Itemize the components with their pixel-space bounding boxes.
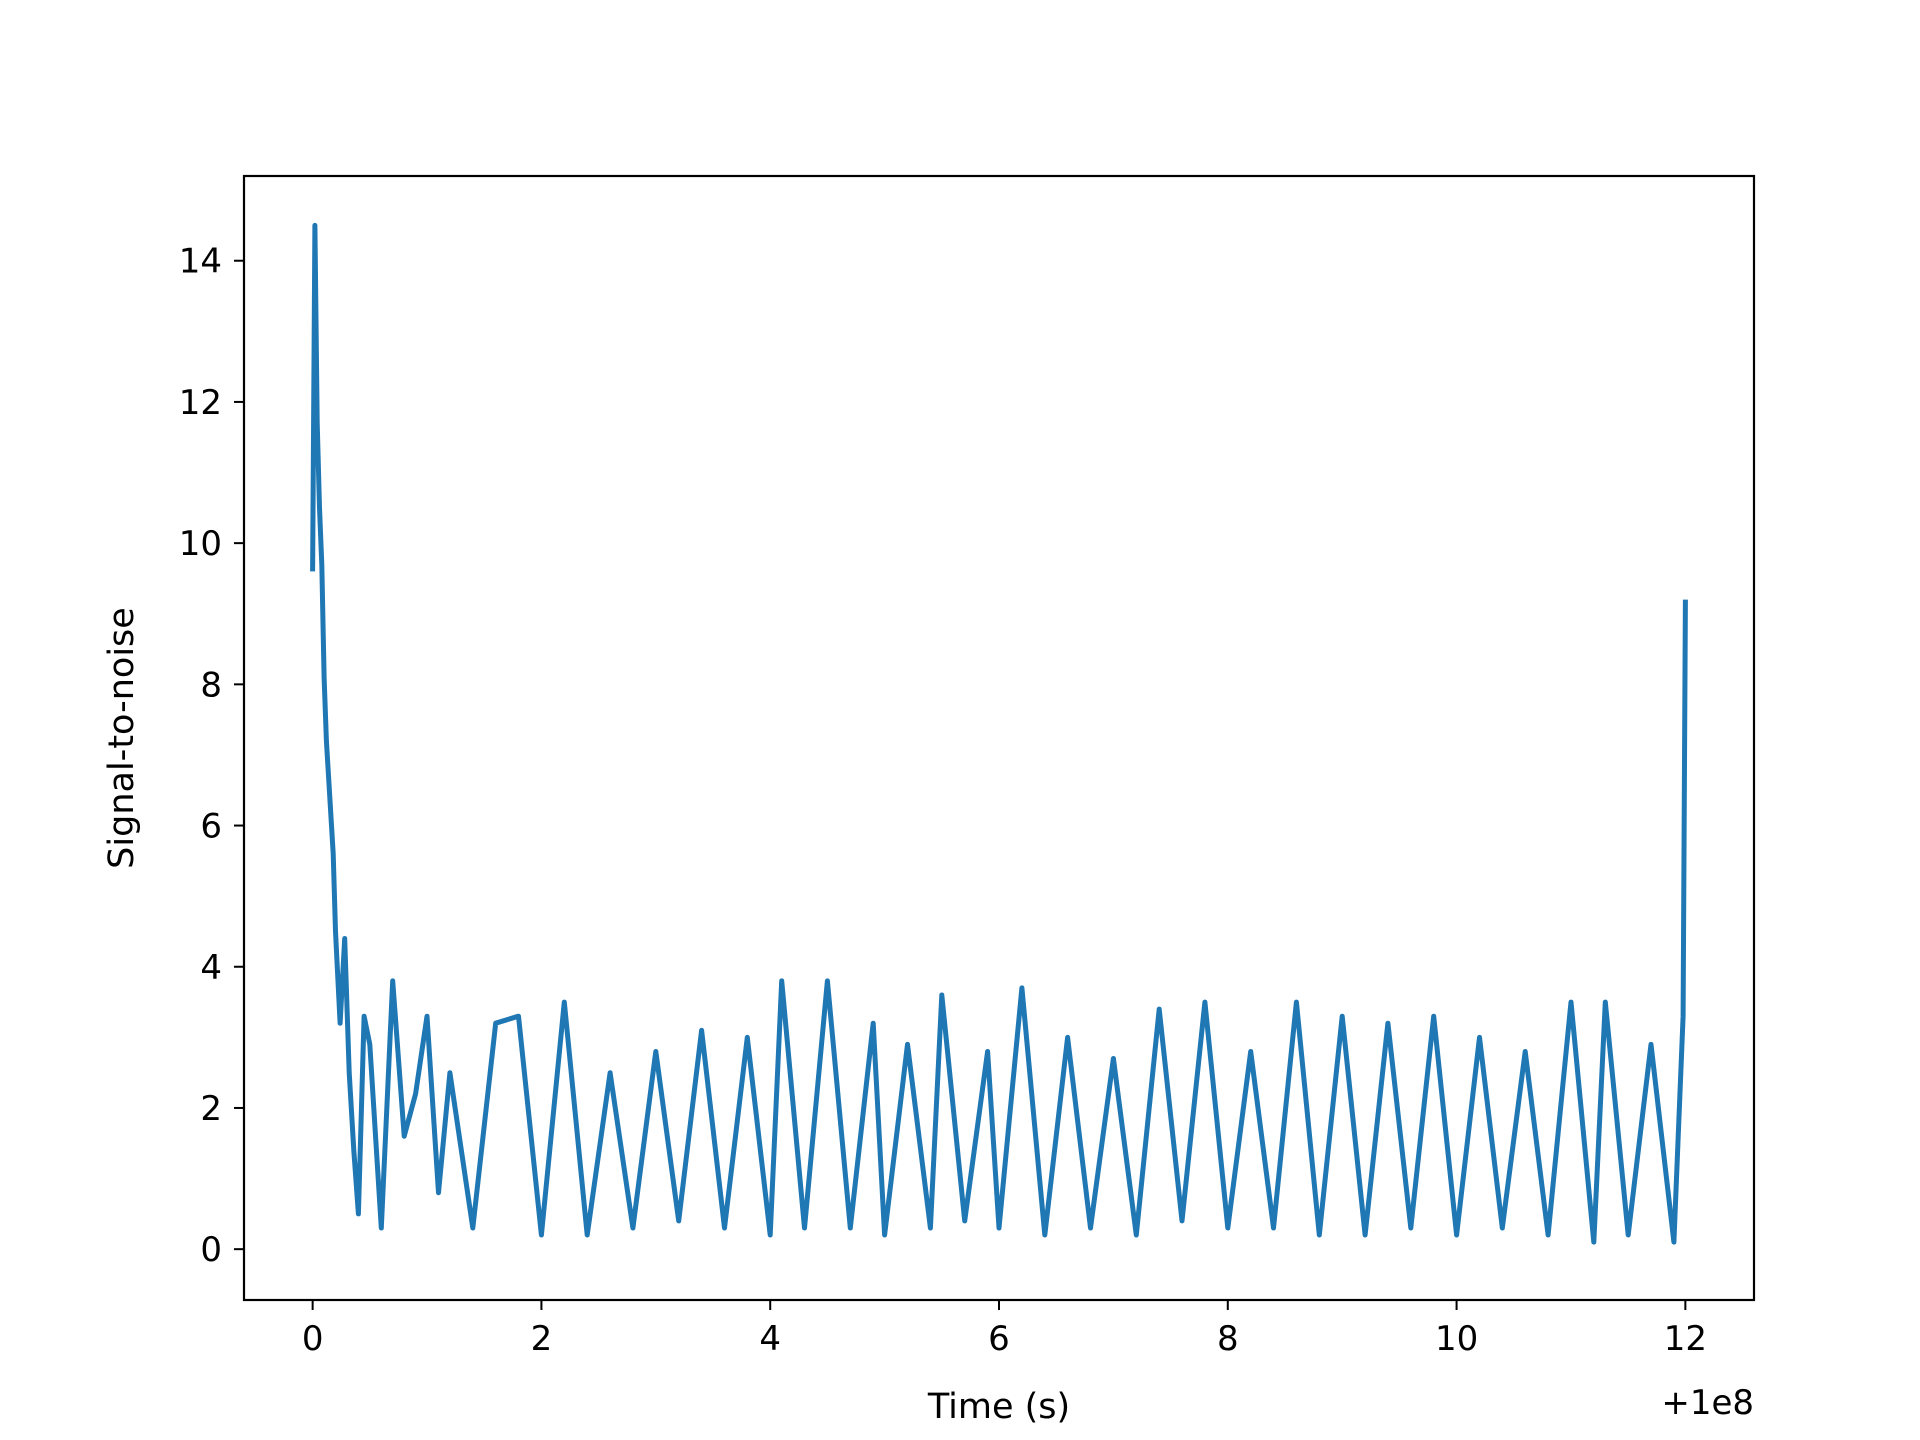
x-tick-label: 2 <box>531 1319 553 1359</box>
y-tick-label: 6 <box>200 807 222 847</box>
x-tick-label: 4 <box>759 1319 781 1359</box>
y-axis-label: Signal-to-noise <box>102 607 142 869</box>
y-tick-label: 12 <box>179 383 222 423</box>
y-tick-label: 10 <box>179 524 222 564</box>
y-tick-label: 0 <box>200 1230 222 1270</box>
y-tick-label: 4 <box>200 948 222 988</box>
y-tick-label: 8 <box>200 665 222 705</box>
x-tick-label: 8 <box>1217 1319 1239 1359</box>
x-tick-label: 6 <box>988 1319 1010 1359</box>
y-axis: 0 2 4 6 8 10 12 14 <box>179 242 244 1270</box>
x-axis-label: Time (s) <box>927 1387 1070 1427</box>
y-tick-label: 14 <box>179 242 222 282</box>
x-tick-label: 12 <box>1664 1319 1707 1359</box>
x-axis-offset-label: +1e8 <box>1661 1383 1754 1423</box>
y-tick-label: 2 <box>200 1089 222 1129</box>
x-tick-label: 10 <box>1435 1319 1478 1359</box>
x-tick-label: 0 <box>302 1319 324 1359</box>
series-line-0 <box>310 222 1688 1245</box>
series-layer <box>310 222 1688 1245</box>
x-axis: 0 2 4 6 8 10 12 <box>302 1300 1707 1359</box>
